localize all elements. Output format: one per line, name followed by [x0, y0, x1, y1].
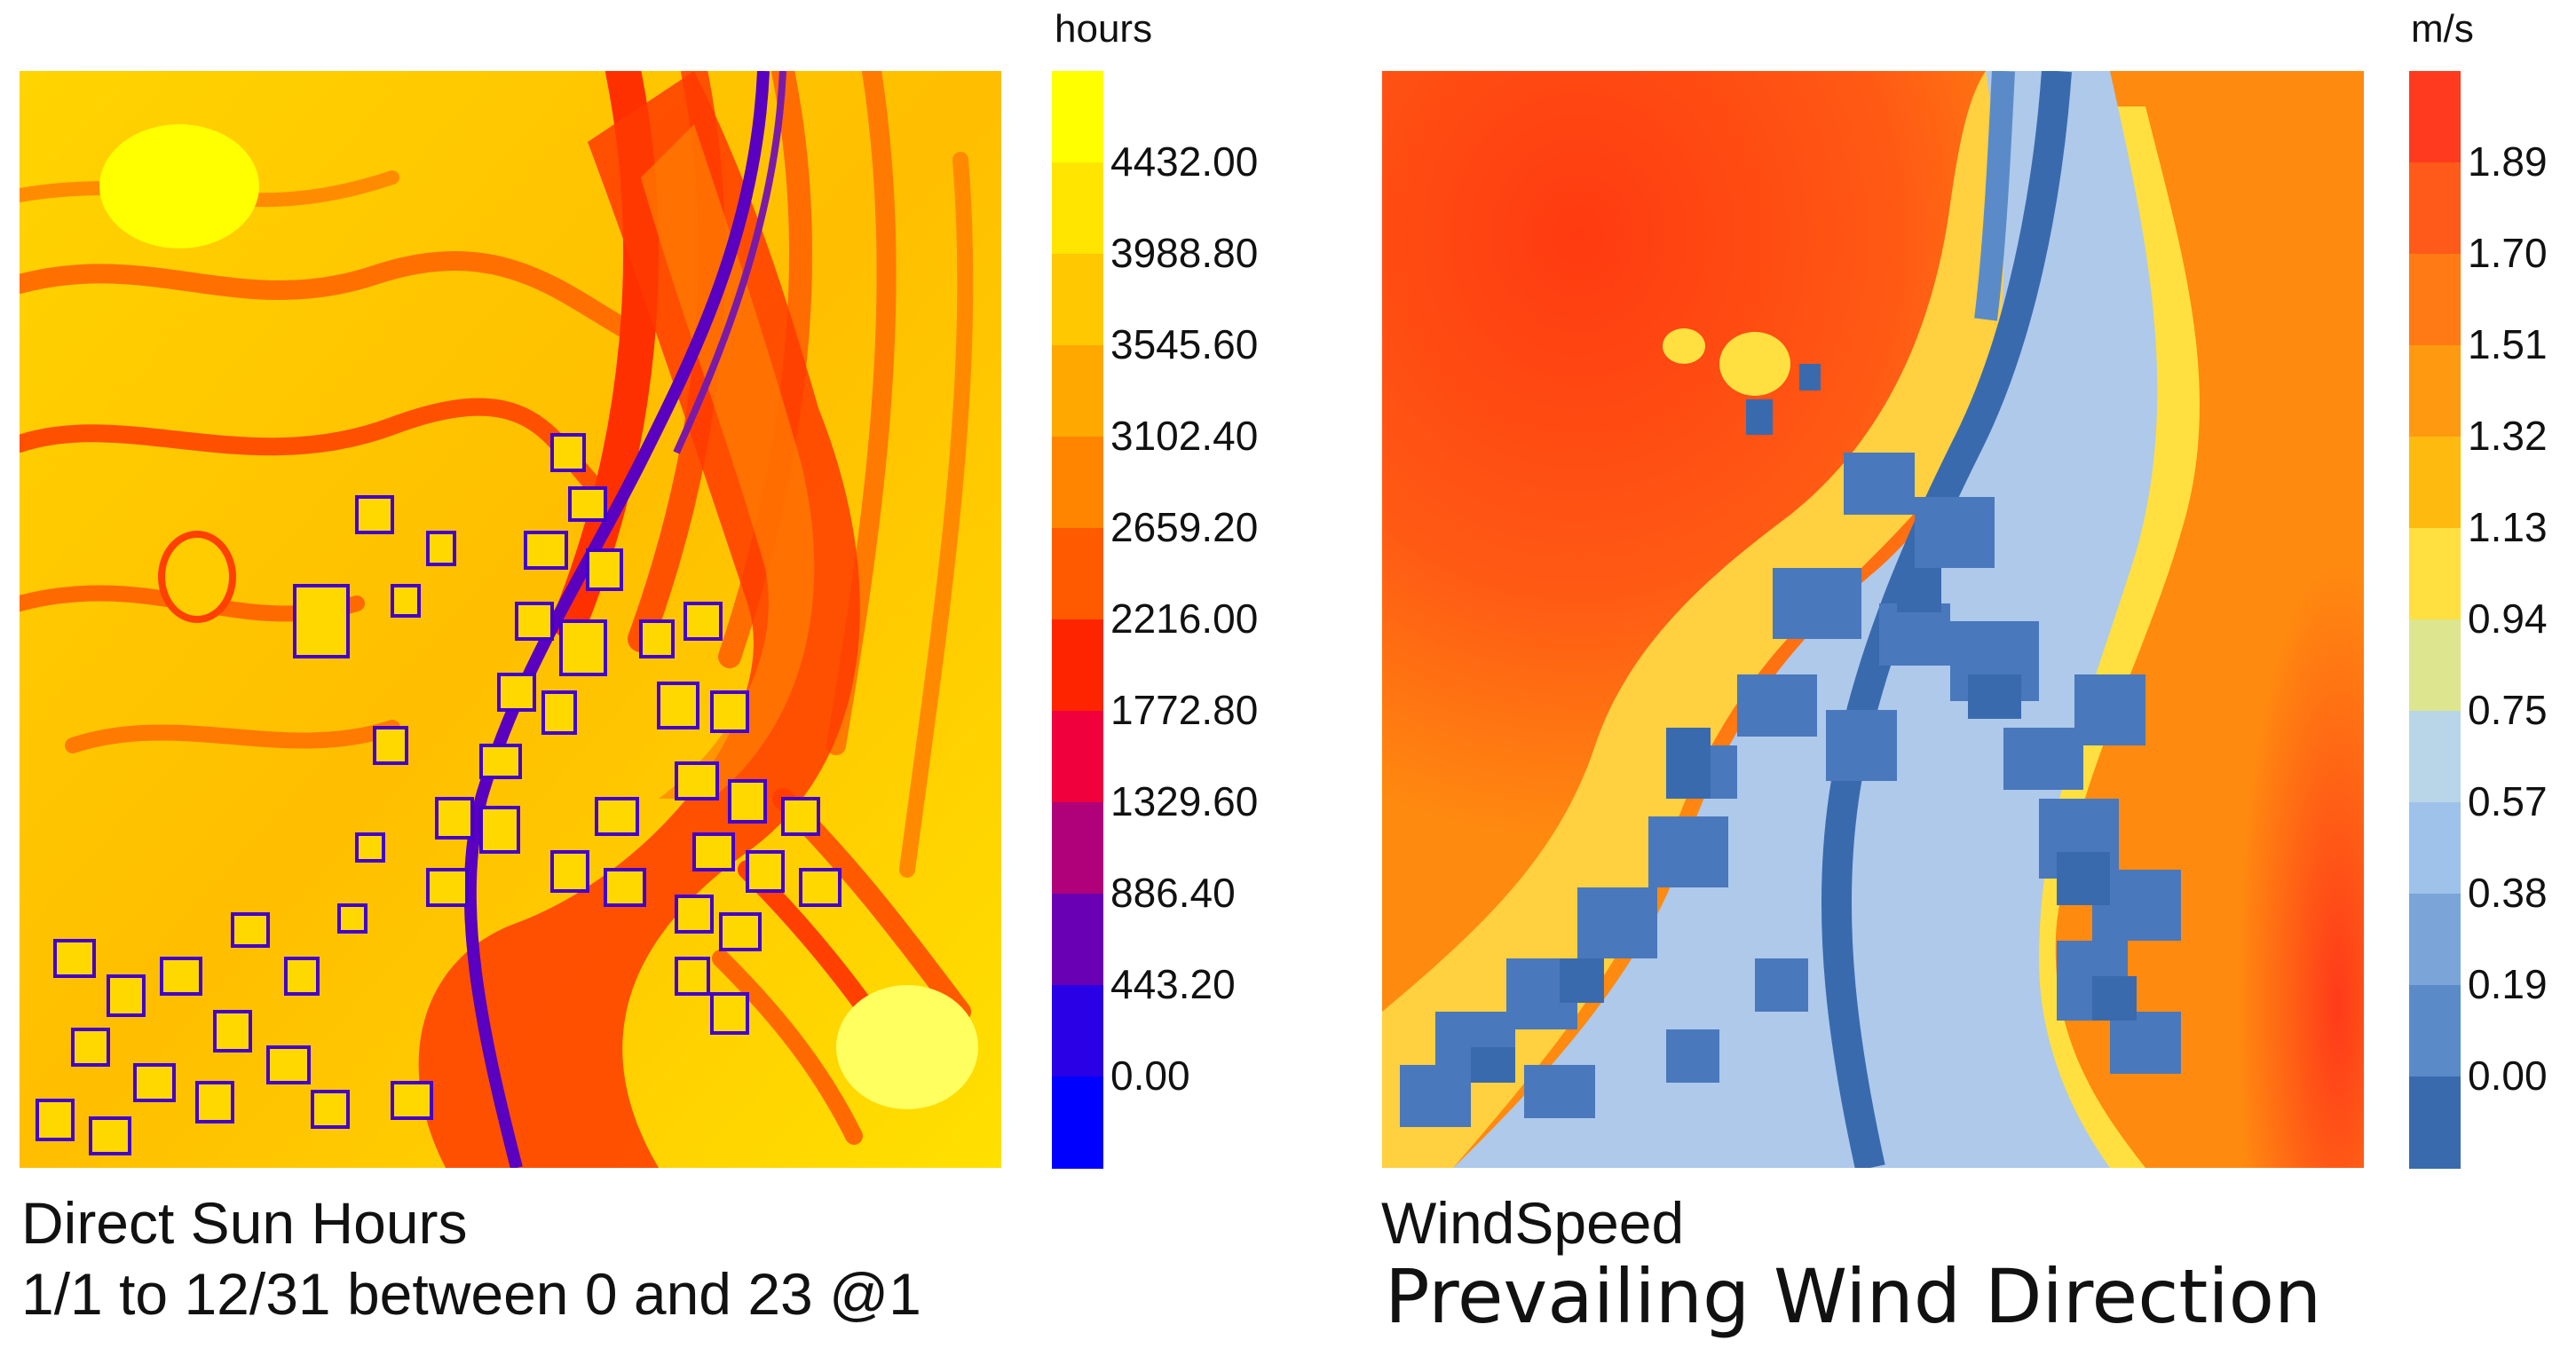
wind-legend-swatch: [2409, 802, 2461, 895]
sun-legend: 4432.00 3988.80 3545.60 3102.40 2659.20 2216.…: [1052, 71, 1371, 1169]
wind-caption-title: WindSpeed: [1381, 1190, 1685, 1256]
sun-legend-swatch: [1052, 162, 1103, 255]
sun-legend-label: 0.00: [1110, 1052, 1190, 1099]
sun-legend-swatch: [1052, 528, 1103, 620]
wind-legend-swatch: [2409, 71, 2461, 163]
wind-legend-label: 1.51: [2468, 321, 2548, 367]
sun-legend-label: 2216.00: [1110, 595, 1259, 642]
sun-caption-period: 1/1 to 12/31 between 0 and 23 @1: [21, 1261, 921, 1327]
sun-unit-label: hours: [1055, 7, 1153, 51]
wind-legend-label: 1.70: [2468, 230, 2548, 276]
wind-legend-swatch: [2409, 619, 2461, 712]
wind-unit-label: m/s: [2411, 7, 2474, 51]
wind-legend-swatch: [2409, 894, 2461, 986]
wind-legend-swatch: [2409, 985, 2461, 1077]
sun-legend-swatch: [1052, 802, 1103, 895]
sun-legend-label: 2659.20: [1110, 504, 1259, 550]
wind-legend-label: 0.00: [2468, 1052, 2548, 1099]
wind-legend-label: 1.89: [2468, 138, 2548, 185]
sun-legend-label: 3102.40: [1110, 413, 1259, 459]
wind-speed-map-graphic: [1382, 71, 2364, 1168]
wind-legend-swatch: [2409, 162, 2461, 255]
sun-legend-swatch: [1052, 254, 1103, 346]
wind-legend-swatch: [2409, 528, 2461, 620]
wind-legend-label: 1.32: [2468, 413, 2548, 459]
wind-legend-swatch: [2409, 254, 2461, 346]
sun-legend-swatch: [1052, 437, 1103, 529]
wind-legend-label: 0.38: [2468, 870, 2548, 916]
wind-caption-direction: Prevailing Wind Direction: [1385, 1253, 2322, 1340]
wind-legend-label: 0.19: [2468, 961, 2548, 1007]
sun-legend-label: 1772.80: [1110, 687, 1259, 733]
sun-legend-swatch: [1052, 894, 1103, 986]
wind-legend-label: 0.57: [2468, 778, 2548, 824]
wind-legend-swatch: [2409, 1076, 2461, 1169]
sun-legend-label: 3988.80: [1110, 230, 1259, 276]
wind-legend-swatch: [2409, 345, 2461, 438]
sun-hours-map: [20, 71, 1001, 1168]
sun-legend-swatch: [1052, 985, 1103, 1077]
sun-legend-label: 3545.60: [1110, 321, 1259, 367]
sun-legend-swatch: [1052, 1076, 1103, 1169]
sun-legend-swatch: [1052, 619, 1103, 712]
wind-legend-label: 1.13: [2468, 504, 2548, 550]
sun-legend-label: 4432.00: [1110, 138, 1259, 185]
wind-speed-map: [1382, 71, 2364, 1168]
sun-legend-swatch: [1052, 711, 1103, 803]
sun-legend-label: 1329.60: [1110, 778, 1259, 824]
wind-legend-swatch: [2409, 437, 2461, 529]
wind-legend: 1.89 1.70 1.51 1.32 1.13 0.94 0.75 0.57 0.38 0.19…: [2409, 71, 2569, 1169]
wind-legend-label: 0.94: [2468, 595, 2548, 642]
wind-legend-label: 0.75: [2468, 687, 2548, 733]
sun-legend-swatch: [1052, 345, 1103, 438]
sun-caption-title: Direct Sun Hours: [21, 1190, 468, 1256]
sun-legend-swatch: [1052, 71, 1103, 163]
sun-legend-label: 886.40: [1110, 870, 1236, 916]
wind-legend-swatch: [2409, 711, 2461, 803]
sun-legend-label: 443.20: [1110, 961, 1236, 1007]
sun-hours-map-graphic: [20, 71, 1001, 1168]
